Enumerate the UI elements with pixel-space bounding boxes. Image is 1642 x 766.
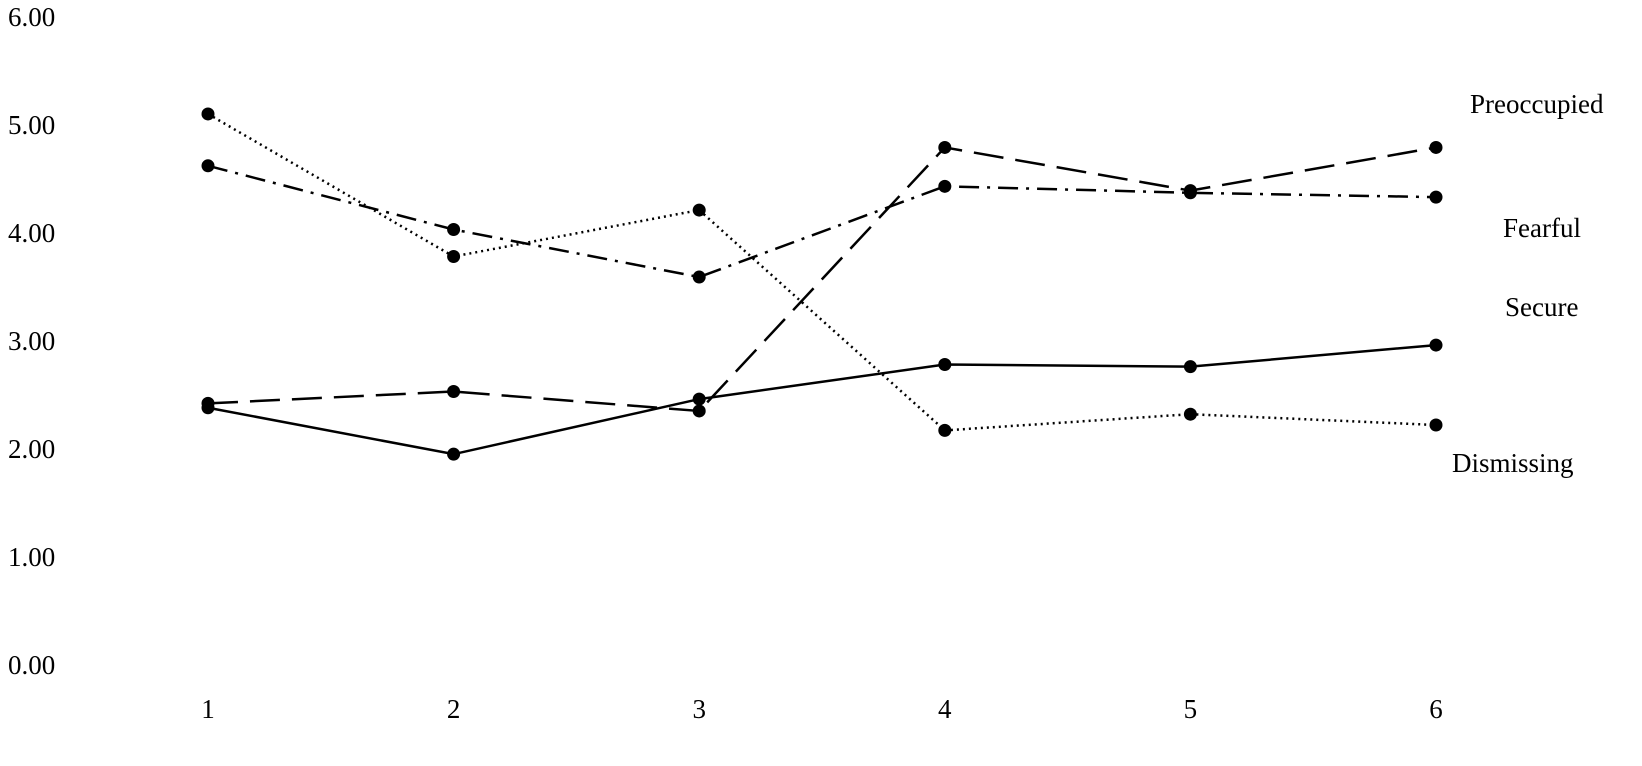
data-point <box>692 270 706 284</box>
data-point <box>938 140 952 154</box>
data-point <box>1429 140 1443 154</box>
y-tick-label: 5.00 <box>8 110 55 140</box>
x-tick-label: 3 <box>692 694 706 724</box>
data-point <box>1429 338 1443 352</box>
data-point <box>447 385 461 399</box>
data-point <box>447 250 461 264</box>
data-point <box>692 392 706 406</box>
y-tick-label: 6.00 <box>8 2 55 32</box>
x-tick-label: 5 <box>1184 694 1198 724</box>
data-point <box>201 107 215 121</box>
data-point <box>1183 407 1197 421</box>
series-label: Fearful <box>1503 213 1581 243</box>
data-point <box>447 447 461 461</box>
series-line <box>207 146 1437 413</box>
series-label: Preoccupied <box>1470 89 1604 119</box>
y-tick-label: 1.00 <box>8 542 55 572</box>
data-point <box>1183 360 1197 374</box>
y-tick-label: 2.00 <box>8 434 55 464</box>
data-point <box>1183 186 1197 200</box>
data-point <box>938 423 952 437</box>
data-point <box>1429 418 1443 432</box>
series-label: Dismissing <box>1452 448 1574 478</box>
series-line <box>207 164 1437 279</box>
data-point <box>201 159 215 173</box>
y-tick-label: 0.00 <box>8 650 55 680</box>
x-tick-label: 2 <box>447 694 461 724</box>
x-tick-label: 1 <box>201 694 215 724</box>
data-point <box>692 404 706 418</box>
data-point <box>692 203 706 217</box>
data-point <box>201 401 215 415</box>
y-tick-label: 3.00 <box>8 326 55 356</box>
data-point <box>1429 190 1443 204</box>
series-line <box>207 343 1437 456</box>
data-point <box>938 358 952 372</box>
y-tick-label: 4.00 <box>8 218 55 248</box>
series-label: Secure <box>1505 292 1578 322</box>
data-point <box>938 179 952 193</box>
data-point <box>447 223 461 237</box>
x-tick-label: 4 <box>938 694 952 724</box>
x-tick-label: 6 <box>1429 694 1443 724</box>
